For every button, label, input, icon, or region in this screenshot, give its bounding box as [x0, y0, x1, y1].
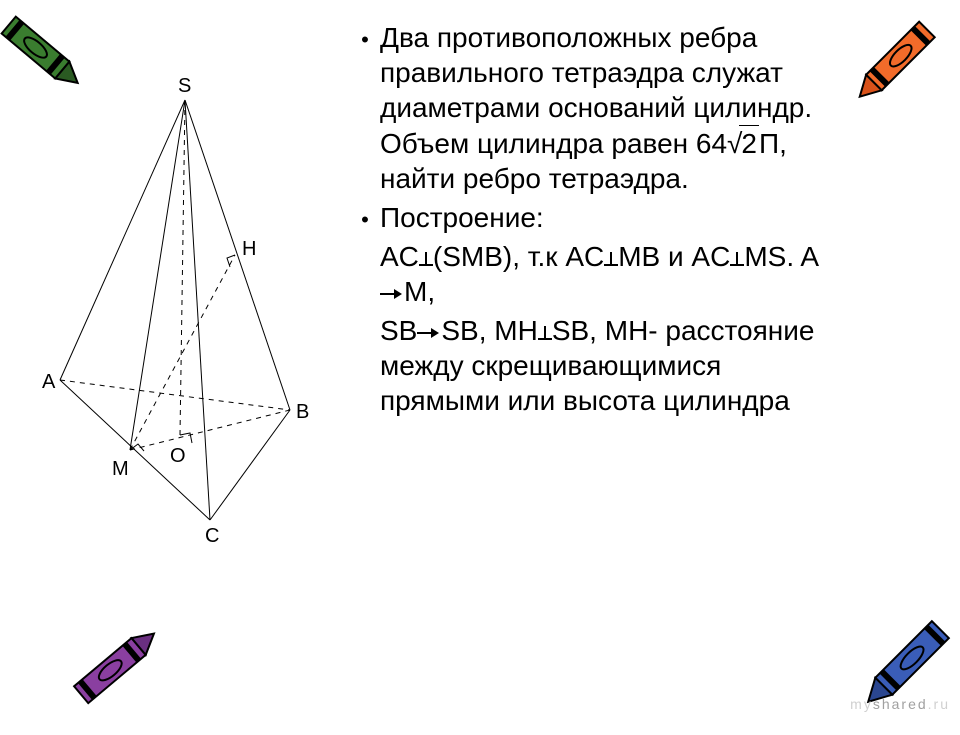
arrow-icon — [380, 288, 404, 300]
bullet-construction: • Построение: — [350, 200, 840, 235]
bullet-problem: • Два противоположных ребра правильного … — [350, 20, 840, 196]
label-O: O — [170, 445, 186, 467]
label-S: S — [178, 75, 191, 97]
problem-text: Два противоположных ребра правильного те… — [380, 20, 840, 196]
watermark-dark: shared — [873, 696, 928, 712]
diagram-column: S A B C M H O — [0, 0, 340, 720]
construction-line1: AC (SMB), т.к AC MB и AC MS. A M, — [350, 239, 840, 309]
crayon-icon-orange — [840, 0, 960, 115]
crayon-icon-blue — [835, 595, 960, 735]
label-B: B — [296, 401, 309, 423]
t-smb: (SMB), т.к AC — [433, 241, 604, 272]
perp-icon — [604, 252, 618, 268]
construction-heading: Построение: — [380, 200, 840, 235]
watermark: myshared.ru — [850, 696, 950, 712]
t-sb2: SB, MH — [441, 315, 537, 346]
t-mb: MB и AC — [618, 241, 730, 272]
t-ac: AC — [380, 241, 419, 272]
label-H: H — [242, 238, 256, 260]
t-ms: MS. A — [744, 241, 819, 272]
bullet-mark: • — [350, 200, 380, 235]
t-m: M, — [404, 276, 435, 307]
sqrt-icon: √2 — [727, 125, 759, 161]
bullet-mark: • — [350, 20, 380, 196]
tetrahedron-diagram: S A B C M H O — [30, 70, 330, 550]
label-M: M — [112, 458, 129, 480]
t-sb1: SB — [380, 315, 417, 346]
slide-root: S A B C M H O • Два противоположных ребр… — [0, 0, 960, 720]
perp-icon — [730, 252, 744, 268]
sqrt-radicand: 2 — [739, 125, 759, 161]
perp-icon — [538, 326, 552, 342]
arrow-icon — [417, 327, 441, 339]
label-C: C — [205, 525, 219, 547]
construction-line2: SBSB, MHSB, MH- расстояние между скрещив… — [350, 313, 840, 418]
watermark-light: my — [850, 696, 873, 712]
label-A: A — [42, 371, 56, 393]
watermark-tail: .ru — [928, 696, 950, 712]
perp-icon — [419, 252, 433, 268]
